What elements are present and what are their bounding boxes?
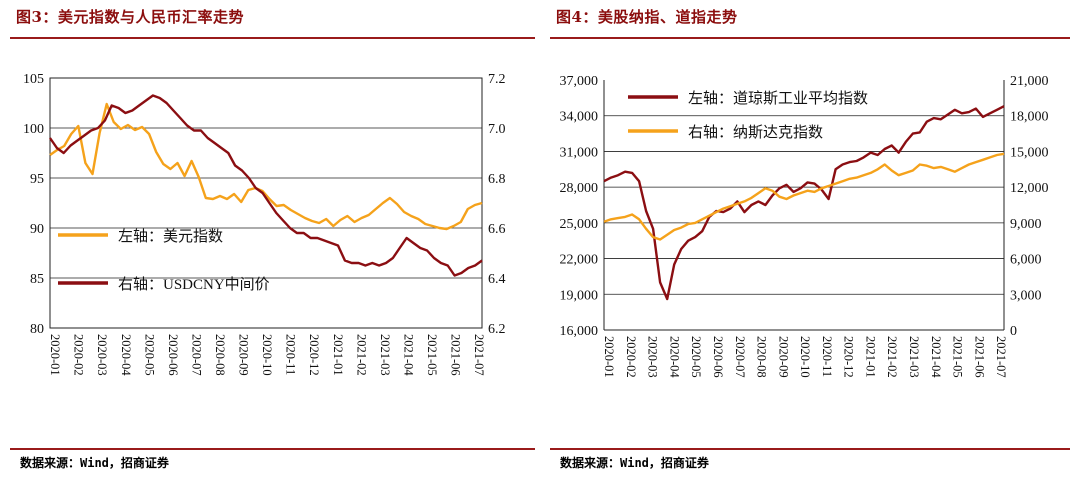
x-axis-tick-label: 2021-07 <box>472 334 486 376</box>
x-axis-tick-label: 2020-02 <box>72 334 86 376</box>
left-panel: 图3：美元指数与人民币汇率走势 80 85 90 95 100 105 6.2 6.4 6.6 6… <box>10 8 535 470</box>
x-axis-tick-label: 2021-04 <box>929 336 943 378</box>
x-axis-tick-label: 2020-06 <box>711 336 725 378</box>
x-axis-tick-label: 2020-04 <box>119 334 133 376</box>
left-axis-tick-label: 19,000 <box>560 288 599 303</box>
legend-label: 右轴：纳斯达克指数 <box>688 124 823 141</box>
x-axis-tick-label: 2020-11 <box>284 334 298 375</box>
right-panel: 图4：美股纳指、道指走势 16,000 19,000 22,000 25,000 28,… <box>540 0 1080 480</box>
right-axis-tick-label: 7.2 <box>488 72 506 87</box>
left-title-rule <box>10 37 535 39</box>
x-axis-tick-label: 2021-04 <box>401 334 415 376</box>
x-axis-tick-label: 2020-03 <box>95 334 109 376</box>
x-axis-tick-label: 2020-02 <box>624 336 638 378</box>
series-line-right-axis <box>49 94 483 277</box>
left-axis-tick-label: 37,000 <box>560 74 599 89</box>
series-line-right-axis <box>603 152 1005 241</box>
right-axis-tick-label: 12,000 <box>1010 181 1049 196</box>
right-axis-tick-label: 0 <box>1010 324 1017 339</box>
x-axis-tick-label: 2020-11 <box>820 336 834 377</box>
legend-label: 右轴：USDCNY中间价 <box>118 276 270 293</box>
left-source-note: 数据来源：Wind，招商证券 <box>20 456 169 470</box>
legend-label: 左轴：道琼斯工业平均指数 <box>688 90 868 107</box>
x-axis-tick-label: 2021-03 <box>907 336 921 378</box>
x-axis-tick-label: 2021-01 <box>331 334 345 376</box>
x-axis-tick-label: 2020-06 <box>166 334 180 376</box>
left-axis-tick-label: 100 <box>23 122 44 137</box>
right-axis-tick-label: 6.4 <box>488 272 506 287</box>
x-axis-tick-label: 2020-01 <box>602 336 616 378</box>
right-axis-tick-label: 6.8 <box>488 172 506 187</box>
x-axis-tick-label: 2020-12 <box>307 334 321 376</box>
x-axis-tick-label: 2021-02 <box>354 334 368 376</box>
x-axis-tick-label: 2021-02 <box>885 336 899 378</box>
x-axis-tick-label: 2020-09 <box>776 336 790 378</box>
x-axis-tick-label: 2020-03 <box>646 336 660 378</box>
x-axis-tick-label: 2021-05 <box>425 334 439 376</box>
left-axis-tick-label: 34,000 <box>560 110 599 125</box>
usd-index-cny-chart: 80 85 90 95 100 105 6.2 6.4 6.6 6.8 7.0 7.2 2020-01 2… <box>23 72 506 376</box>
left-axis-tick-label: 80 <box>30 322 44 337</box>
right-axis-tick-label: 18,000 <box>1010 110 1049 125</box>
x-axis-tick-label: 2021-03 <box>378 334 392 376</box>
x-axis-tick-label: 2020-07 <box>189 334 203 376</box>
right-axis-tick-label: 21,000 <box>1010 74 1049 89</box>
x-axis-tick-label: 2021-05 <box>951 336 965 378</box>
right-axis-tick-label: 6.6 <box>488 222 506 237</box>
left-axis-tick-label: 28,000 <box>560 181 599 196</box>
x-axis-tick-label: 2020-08 <box>755 336 769 378</box>
x-axis-tick-label: 2021-07 <box>994 336 1008 378</box>
x-axis-tick-label: 2020-12 <box>842 336 856 378</box>
x-axis-tick-label: 2020-09 <box>237 334 251 376</box>
series-line-left-axis <box>603 105 1005 301</box>
right-figure-title: 图4：美股纳指、道指走势 <box>556 8 738 26</box>
x-axis-tick-label: 2020-05 <box>142 334 156 376</box>
left-axis-tick-label: 95 <box>30 172 44 187</box>
x-axis-tick-label: 2020-08 <box>213 334 227 376</box>
dow-nasdaq-chart: 16,000 19,000 22,000 25,000 28,000 31,000 34,0… <box>560 74 1049 378</box>
left-axis-tick-label: 105 <box>23 72 44 87</box>
series-line-left-axis <box>49 102 483 231</box>
x-axis-tick-label: 2020-04 <box>667 336 681 378</box>
right-axis-tick-label: 6,000 <box>1010 253 1042 268</box>
right-axis-tick-label: 6.2 <box>488 322 506 337</box>
left-axis-tick-label: 16,000 <box>560 324 599 339</box>
legend-label: 左轴：美元指数 <box>118 228 223 245</box>
left-source-rule <box>10 448 535 450</box>
right-source-rule <box>550 448 1070 450</box>
x-axis-tick-label: 2020-05 <box>689 336 703 378</box>
x-axis-tick-label: 2020-10 <box>260 334 274 376</box>
x-axis-tick-label: 2020-07 <box>733 336 747 378</box>
right-axis-tick-label: 7.0 <box>488 122 506 137</box>
x-axis-tick-label: 2021-06 <box>972 336 986 378</box>
left-axis-tick-label: 85 <box>30 272 44 287</box>
x-axis-tick-label: 2021-01 <box>863 336 877 378</box>
x-axis-tick-label: 2020-01 <box>48 334 62 376</box>
left-axis-tick-label: 90 <box>30 222 44 237</box>
left-axis-tick-label: 31,000 <box>560 145 599 160</box>
x-axis-tick-label: 2021-06 <box>449 334 463 376</box>
right-source-note: 数据来源：Wind，招商证券 <box>560 456 709 470</box>
right-title-rule <box>550 37 1070 39</box>
left-figure-title: 图3：美元指数与人民币汇率走势 <box>16 8 244 26</box>
left-axis-tick-label: 25,000 <box>560 217 599 232</box>
right-axis-tick-label: 15,000 <box>1010 145 1049 160</box>
right-axis-tick-label: 9,000 <box>1010 217 1042 232</box>
left-axis-tick-label: 22,000 <box>560 253 599 268</box>
x-axis-tick-label: 2020-10 <box>798 336 812 378</box>
right-axis-tick-label: 3,000 <box>1010 288 1042 303</box>
